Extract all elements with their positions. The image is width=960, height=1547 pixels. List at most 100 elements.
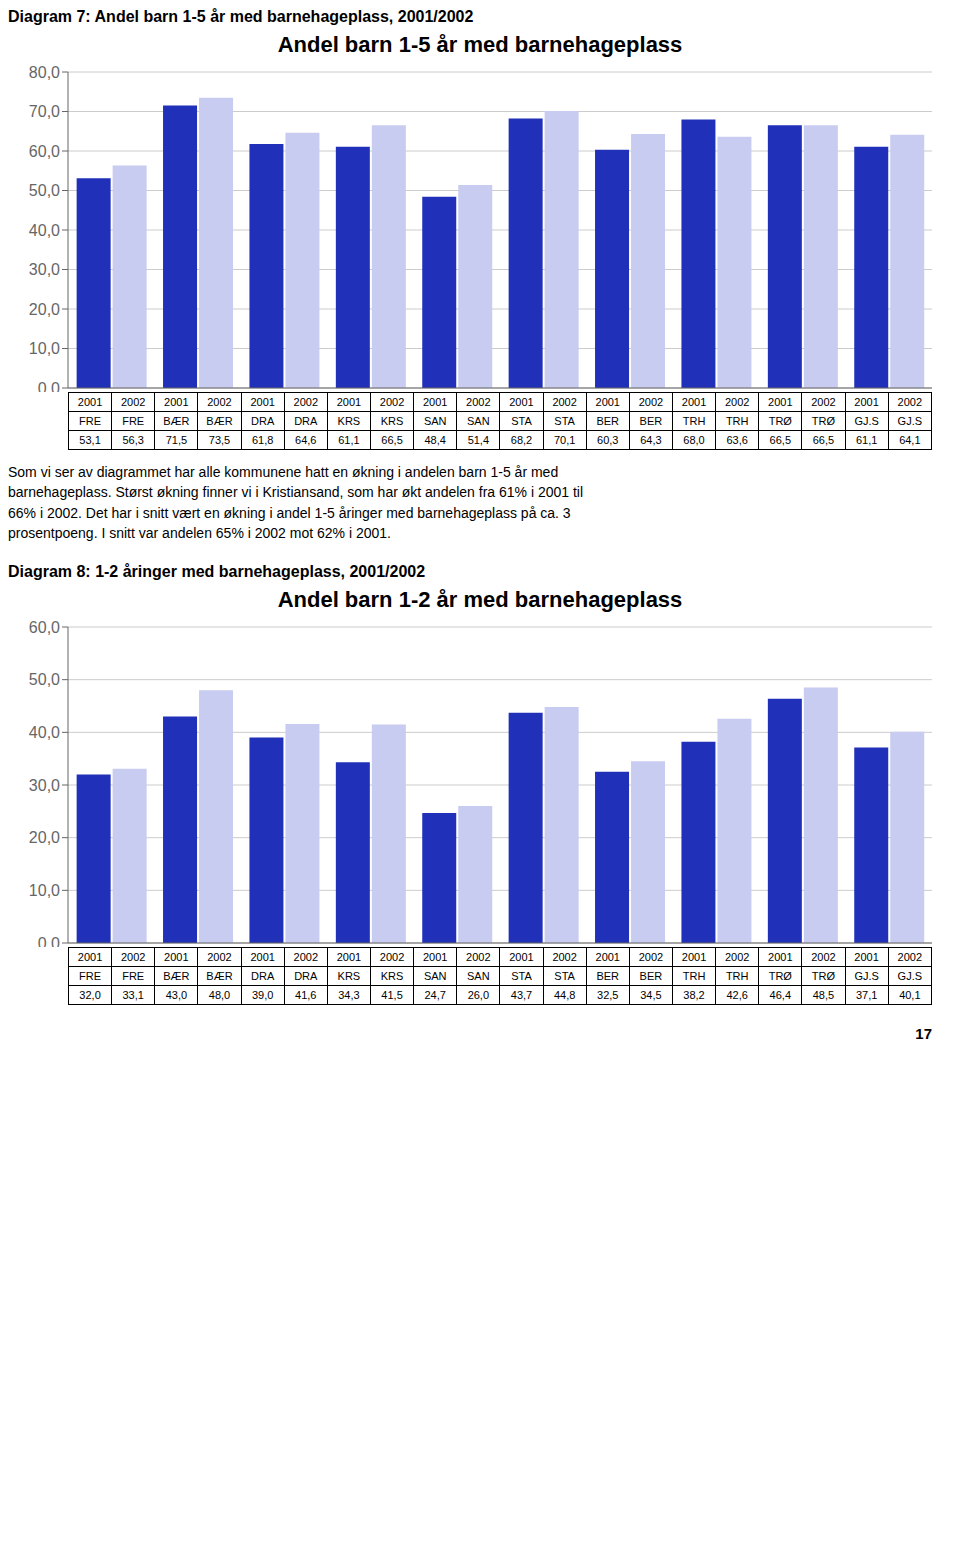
html-text:2001: 2001 [164,951,189,964]
html-text:GJ.S: GJ.S [897,970,923,983]
html-text:2002: 2002 [293,396,318,408]
html-text:2001: 2001 [250,951,275,964]
svg-text:10,0: 10,0 [29,340,60,357]
html-text:48,5: 48,5 [812,989,835,1002]
html-text:2001: 2001 [423,396,448,408]
svg-text:40,0: 40,0 [29,222,60,239]
html-text:2002: 2002 [552,396,577,408]
html-text:2002: 2002 [638,951,664,964]
svg-text:30,0: 30,0 [29,777,60,794]
html-text:2001: 2001 [77,951,103,964]
html-text:2002: 2002 [379,396,405,408]
svg-text:50,0: 50,0 [29,182,60,199]
html-text:2002: 2002 [466,396,491,408]
svg-text:50,0: 50,0 [29,672,60,689]
html-text:34,5: 34,5 [640,989,662,1002]
html-text:Diagram 8: 1-2 åringer med bar: Diagram 8: 1-2 åringer med barnehageplas… [8,563,426,581]
html-text:33,1: 33,1 [122,989,144,1002]
html-text:34,3: 34,3 [338,989,360,1002]
html-text:DRA: DRA [294,970,318,983]
html-text:BER: BER [596,970,620,983]
svg-text:0,0: 0,0 [38,380,60,392]
html-text:2001: 2001 [164,396,189,408]
svg-text:60,0: 60,0 [29,619,60,636]
html-text:BÆR: BÆR [163,970,190,983]
html-text:32,0: 32,0 [79,989,101,1002]
svg-text:70,0: 70,0 [29,103,60,120]
html-text:41,6: 41,6 [295,989,317,1002]
svg-text:40,0: 40,0 [29,724,60,741]
html-text:2002: 2002 [724,396,750,408]
html-text:2002: 2002 [121,396,146,408]
html-text:STA: STA [511,970,532,983]
html-text:2002: 2002 [811,951,836,964]
html-text:TRH: TRH [682,970,706,983]
html-text:2002: 2002 [724,951,750,964]
html-text:TRH: TRH [725,970,749,983]
svg-text:30,0: 30,0 [29,261,60,278]
html-text:41,5: 41,5 [381,989,403,1002]
html-text:SAN: SAN [467,970,490,983]
svg-text:10,0: 10,0 [29,882,60,899]
html-text:2001: 2001 [681,951,707,964]
html-text:2001: 2001 [336,396,362,408]
html-text:2001: 2001 [77,396,103,408]
html-text:2001: 2001 [681,396,707,408]
html-text:GJ.S: GJ.S [854,970,879,983]
html-text:26,0: 26,0 [467,989,489,1002]
html-text:2001: 2001 [336,951,362,964]
html-text:Diagram 7: Andel barn 1-5 år m: Diagram 7: Andel barn 1-5 år med barneha… [8,8,474,25]
html-text:2002: 2002 [293,951,318,964]
html-text:KRS: KRS [380,970,404,983]
html-text:TRØ: TRØ [768,970,792,983]
svg-text:60,0: 60,0 [29,143,60,160]
html-text:24,7: 24,7 [424,989,446,1002]
html-text:KRS: KRS [337,970,361,983]
html-text:TRØ: TRØ [811,970,836,983]
html-text:43,0: 43,0 [165,989,188,1002]
html-text:42,6: 42,6 [726,989,748,1002]
svg-text:20,0: 20,0 [29,301,60,318]
html-text:2001: 2001 [509,951,534,964]
html-text:FRE: FRE [122,970,145,983]
html-text:2002: 2002 [207,396,232,408]
html-text:Andel barn 1-2 år med barnehag: Andel barn 1-2 år med barnehageplass [277,587,683,613]
svg-text:0,0: 0,0 [38,935,60,947]
html-text:2002: 2002 [121,951,146,964]
html-text:2001: 2001 [768,396,793,408]
html-text:DRA: DRA [251,970,275,983]
html-text:BER: BER [639,970,663,983]
html-text:17: 17 [915,1025,932,1043]
html-text:43,7: 43,7 [510,989,533,1002]
html-text:SAN: SAN [423,970,447,983]
html-text:2002: 2002 [638,396,664,408]
html-text:2001: 2001 [768,951,793,964]
html-text:46,4: 46,4 [769,989,791,1002]
html-text:Andel barn 1-5 år med barnehag: Andel barn 1-5 år med barnehageplass [277,32,683,57]
html-text:BÆR: BÆR [206,970,233,983]
html-text:44,8: 44,8 [553,989,576,1002]
html-text:2002: 2002 [466,951,491,964]
html-text:2001: 2001 [595,951,620,964]
html-text:2002: 2002 [379,951,405,964]
html-text:2002: 2002 [897,951,923,964]
html-text:2001: 2001 [509,396,534,408]
html-text:Som vi ser av diagrammet har a: Som vi ser av diagrammet har alle kommun… [8,464,584,541]
html-text:38,2: 38,2 [683,989,705,1002]
html-text:2002: 2002 [552,951,577,964]
svg-text:80,0: 80,0 [29,64,60,81]
html-text:2002: 2002 [811,396,836,408]
html-text:48,0: 48,0 [208,989,231,1002]
html-text:2001: 2001 [854,951,879,964]
html-text:2001: 2001 [595,396,620,408]
svg-text:20,0: 20,0 [29,830,60,847]
html-text:32,5: 32,5 [597,989,619,1002]
html-text:37,1: 37,1 [855,989,878,1002]
html-text:2001: 2001 [423,951,448,964]
html-text:40,1: 40,1 [899,989,921,1002]
html-text:STA: STA [554,970,575,983]
html-text:FRE: FRE [79,970,102,983]
html-text:39,0: 39,0 [251,989,274,1002]
html-text:2001: 2001 [250,396,275,408]
html-text:2002: 2002 [207,951,232,964]
